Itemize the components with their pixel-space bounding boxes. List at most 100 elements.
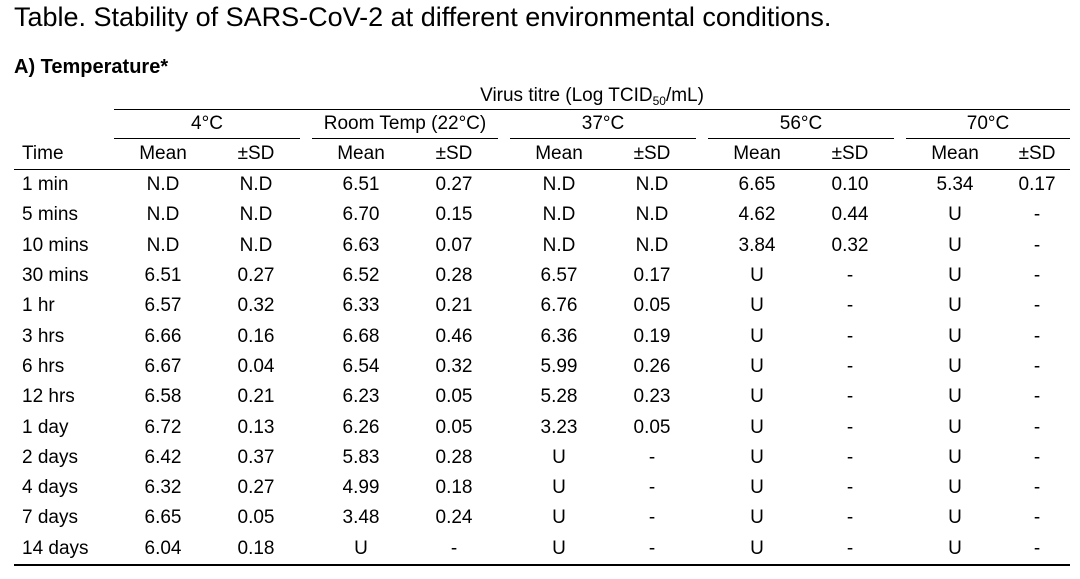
value-cell: 0.13 [237,416,275,438]
value-cell: 0.32 [435,355,473,377]
mean-header: Mean [906,138,1004,170]
value-cell: 6.33 [342,295,380,317]
sd-header: ±SD [608,138,696,170]
value-cell: 6.58 [144,386,182,408]
value-cell: - [1033,204,1041,226]
value-cell: 0.19 [633,325,671,347]
value-cell: - [846,446,854,468]
value-cell: 6.66 [144,325,182,347]
value-cell: - [1033,265,1041,287]
column-header-row: Time Mean ±SD Mean ±SD Mean ±SD Mean ±SD… [14,138,1071,170]
stability-table: Virus titre (Log TCID50/mL) 4°C Room Tem… [14,83,1071,566]
value-cell: - [846,416,854,438]
table-row: 12 hrs 6.58 0.21 6.23 0.05 5.28 0.23 U - U - [14,382,1070,412]
value-cell: - [648,507,656,529]
value-cell: U [552,507,566,529]
value-cell: 6.63 [342,234,380,256]
value-cell: 5.83 [342,446,380,468]
time-cell: 5 mins [22,204,78,226]
value-cell: 6.42 [144,446,182,468]
value-cell: 6.32 [144,477,182,499]
value-cell: 6.23 [342,386,380,408]
value-cell: 6.51 [144,265,182,287]
value-cell: 0.28 [435,446,473,468]
temp-header-37c: 37°C [510,109,696,139]
mean-header: Mean [114,138,212,170]
value-cell: U [948,416,962,438]
value-cell: - [1004,533,1071,566]
table-row: 2 days 6.42 0.37 5.83 0.28 U - U - U - [14,443,1070,473]
value-cell: U [906,533,1004,566]
value-cell: 0.27 [237,477,275,499]
table-row: 4 days 6.32 0.27 4.99 0.18 U - U - U - [14,473,1070,503]
value-cell: 0.37 [237,446,275,468]
value-cell: - [608,533,696,566]
value-cell: N.D [635,234,669,256]
value-cell: - [846,325,854,347]
value-cell: U [750,295,764,317]
value-cell: 0.07 [435,234,473,256]
value-cell: N.D [635,174,669,196]
table-row: 10 mins N.D N.D 6.63 0.07 N.D N.D 3.84 0.32 U - [14,231,1070,261]
value-cell: 3.23 [540,416,578,438]
value-cell: 6.57 [144,295,182,317]
value-cell: U [312,533,410,566]
table-row: 3 hrs 6.66 0.16 6.68 0.46 6.36 0.19 U - U - [14,321,1070,351]
table-row: 6 hrs 6.67 0.04 6.54 0.32 5.99 0.26 U - U - [14,352,1070,382]
value-cell: 0.46 [435,325,473,347]
table-row: 30 mins 6.51 0.27 6.52 0.28 6.57 0.17 U - U - [14,261,1070,291]
value-cell: N.D [239,204,273,226]
time-cell: 30 mins [22,265,89,287]
value-cell: 6.67 [144,355,182,377]
value-cell: 0.24 [435,507,473,529]
value-cell: 0.10 [831,174,869,196]
value-cell: U [750,446,764,468]
temp-header-70c: 70°C [906,109,1071,139]
value-cell: 0.15 [435,204,473,226]
table-row: 1 day 6.72 0.13 6.26 0.05 3.23 0.05 U - U - [14,412,1070,442]
value-cell: - [1033,295,1041,317]
value-cell: 0.05 [633,416,671,438]
value-cell: 4.62 [738,204,776,226]
value-cell: U [750,477,764,499]
time-cell: 7 days [22,507,78,529]
mean-header: Mean [312,138,410,170]
sd-header: ±SD [1004,138,1071,170]
value-cell: U [948,386,962,408]
value-cell: - [1033,507,1041,529]
value-cell: 6.72 [144,416,182,438]
temperature-row: 4°C Room Temp (22°C) 37°C 56°C 70°C [14,109,1071,139]
value-cell: U [750,355,764,377]
value-cell: N.D [635,204,669,226]
value-cell: U [948,446,962,468]
value-cell: U [948,507,962,529]
value-cell: - [648,446,656,468]
value-cell: U [948,234,962,256]
mean-header: Mean [510,138,608,170]
sd-header: ±SD [806,138,894,170]
value-cell: - [410,533,498,566]
value-cell: 0.27 [237,265,275,287]
time-cell: 4 days [22,477,78,499]
temp-header-56c: 56°C [708,109,894,139]
value-cell: - [846,386,854,408]
value-cell: U [948,265,962,287]
value-cell: 5.28 [540,386,578,408]
value-cell: 0.05 [435,416,473,438]
value-cell: 6.51 [342,174,380,196]
temp-header-4c: 4°C [114,109,300,139]
value-cell: - [846,295,854,317]
value-cell: 0.05 [435,386,473,408]
value-cell: N.D [542,234,576,256]
value-cell: 0.21 [435,295,473,317]
value-cell: 6.70 [342,204,380,226]
value-cell: 5.99 [540,355,578,377]
time-cell: 12 hrs [22,386,75,408]
value-cell: - [846,477,854,499]
value-cell: N.D [146,174,180,196]
value-cell: 0.21 [237,386,275,408]
value-cell: U [750,507,764,529]
virus-titre-row: Virus titre (Log TCID50/mL) [14,83,1071,110]
value-cell: 0.05 [237,507,275,529]
time-cell: 14 days [14,533,114,566]
